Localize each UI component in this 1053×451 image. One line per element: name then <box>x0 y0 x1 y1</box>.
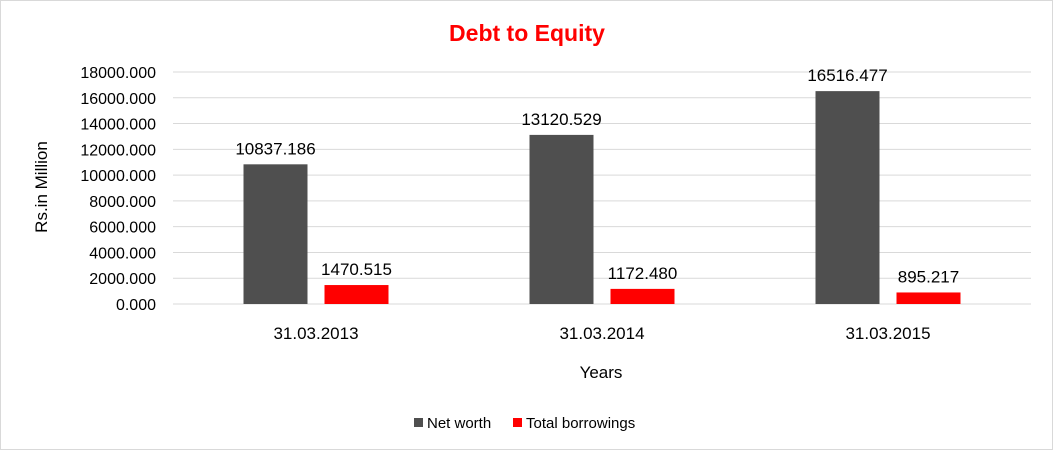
x-axis-title: Years <box>580 363 623 382</box>
y-axis-title: Rs.in Million <box>32 141 51 233</box>
bar-total-borrowings <box>324 285 389 304</box>
bar-total-borrowings <box>610 288 675 304</box>
legend-label: Net worth <box>427 415 491 432</box>
data-label: 16516.477 <box>807 66 887 85</box>
bar-total-borrowings <box>896 292 961 304</box>
data-label: 895.217 <box>898 267 959 286</box>
y-tick-label: 16000.000 <box>80 91 156 108</box>
y-tick-label: 0.000 <box>116 297 156 314</box>
y-tick-label: 8000.000 <box>89 194 156 211</box>
data-label: 10837.186 <box>235 139 315 158</box>
y-tick-label: 14000.000 <box>80 117 156 134</box>
chart-title: Debt to Equity <box>449 20 605 46</box>
y-tick-label: 2000.000 <box>89 271 156 288</box>
data-label: 1470.515 <box>321 260 392 279</box>
gridlines <box>173 71 1031 305</box>
legend: Net worth Total borrowings <box>414 415 635 432</box>
data-label: 1172.480 <box>608 264 678 283</box>
legend-swatch <box>513 418 522 427</box>
y-axis-tick-labels: 0.000 2000.000 4000.000 6000.000 8000.000 100… <box>80 65 156 314</box>
legend-swatch <box>414 418 423 427</box>
y-tick-label: 18000.000 <box>80 65 156 82</box>
bar-net-worth <box>815 91 880 304</box>
y-tick-label: 12000.000 <box>80 142 156 159</box>
data-labels: 10837.186 1470.515 13120.529 1172.480 16516.… <box>235 66 959 286</box>
bar-net-worth <box>529 134 594 304</box>
y-tick-label: 10000.000 <box>80 168 156 185</box>
data-label: 13120.529 <box>521 110 601 129</box>
y-tick-label: 6000.000 <box>89 220 156 237</box>
x-category-label: 31.03.2014 <box>559 324 644 343</box>
y-tick-label: 4000.000 <box>89 245 156 262</box>
x-axis-category-labels: 31.03.2013 31.03.2014 31.03.2015 <box>273 324 930 343</box>
x-category-label: 31.03.2015 <box>845 324 930 343</box>
x-category-label: 31.03.2013 <box>273 324 358 343</box>
bars <box>243 91 961 304</box>
legend-label: Total borrowings <box>526 415 635 432</box>
bar-net-worth <box>243 164 308 304</box>
